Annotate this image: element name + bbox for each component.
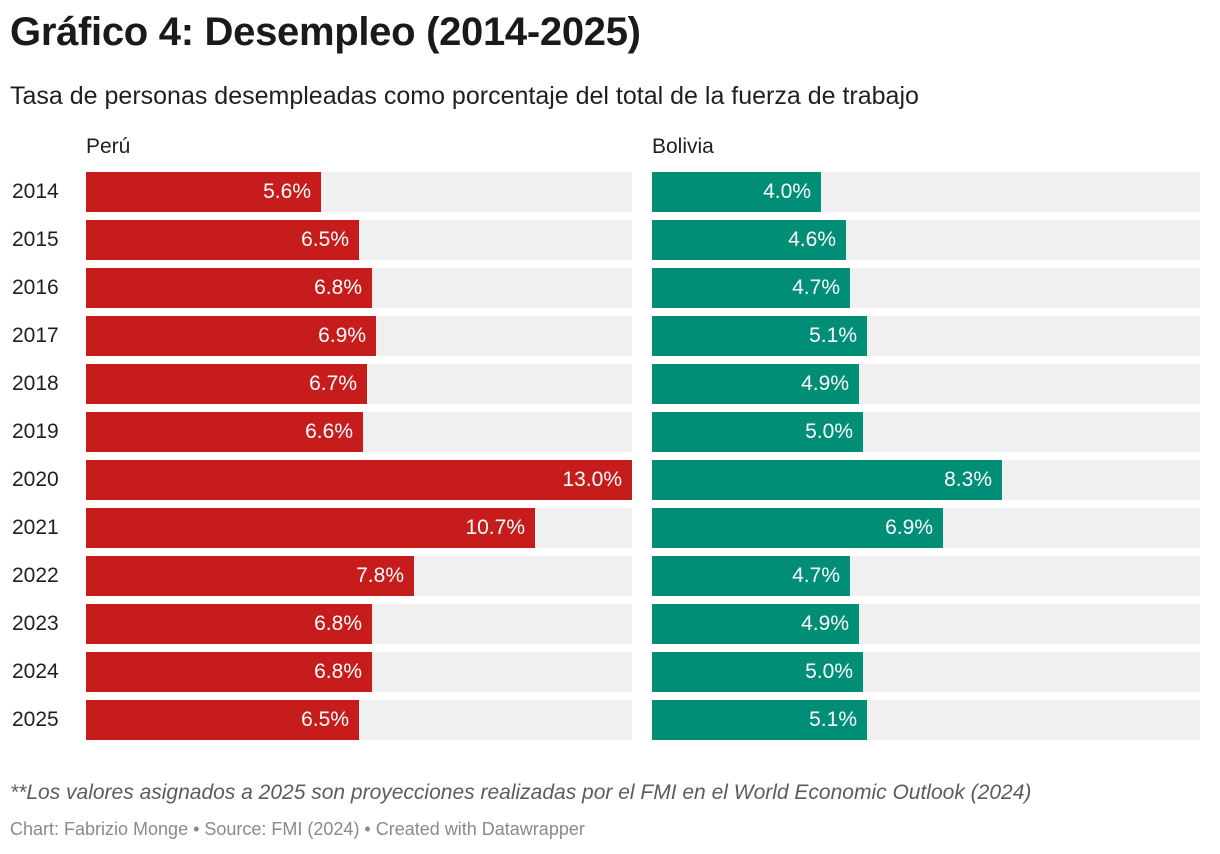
bar-track-peru-2023: 6.8% xyxy=(86,604,632,644)
bar-track-peru-2025: 6.5% xyxy=(86,700,632,740)
bar-peru-2021 xyxy=(86,508,535,548)
value-label-bolivia-2014: 4.0% xyxy=(763,180,811,203)
bar-track-peru-2014: 5.6% xyxy=(86,172,632,212)
bar-bolivia-2019 xyxy=(652,412,863,452)
chart-subtitle: Tasa de personas desempleadas como porce… xyxy=(10,82,919,110)
bar-peru-2015 xyxy=(86,220,359,260)
value-label-peru-2022: 7.8% xyxy=(356,564,404,587)
bar-bolivia-2016 xyxy=(652,268,850,308)
source-footer: Chart: Fabrizio Monge • Source: FMI (202… xyxy=(10,819,585,839)
bar-bolivia-2017 xyxy=(652,316,867,356)
bar-track-bolivia-2016: 4.7% xyxy=(652,268,1200,308)
bar-track-bolivia-2014: 4.0% xyxy=(652,172,1200,212)
value-label-bolivia-2016: 4.7% xyxy=(792,276,840,299)
value-label-peru-2015: 6.5% xyxy=(301,228,349,251)
bar-track-peru-2015: 6.5% xyxy=(86,220,632,260)
bar-peru-2022 xyxy=(86,556,414,596)
bar-track-bolivia-2015: 4.6% xyxy=(652,220,1200,260)
bar-peru-2014 xyxy=(86,172,321,212)
bar-peru-2025 xyxy=(86,700,359,740)
bar-bolivia-2020 xyxy=(652,460,1002,500)
bar-track-peru-2021: 10.7% xyxy=(86,508,632,548)
year-label-2023: 2023 xyxy=(12,612,59,635)
bar-bolivia-2021 xyxy=(652,508,943,548)
bar-peru-2020 xyxy=(86,460,632,500)
bar-peru-2018 xyxy=(86,364,367,404)
value-label-bolivia-2022: 4.7% xyxy=(792,564,840,587)
bar-track-peru-2020: 13.0% xyxy=(86,460,632,500)
bar-peru-2023 xyxy=(86,604,372,644)
bar-bolivia-2015 xyxy=(652,220,846,260)
bar-track-bolivia-2021: 6.9% xyxy=(652,508,1200,548)
bar-bolivia-2023 xyxy=(652,604,859,644)
bar-track-peru-2019: 6.6% xyxy=(86,412,632,452)
bar-bolivia-2024 xyxy=(652,652,863,692)
bar-track-bolivia-2017: 5.1% xyxy=(652,316,1200,356)
year-label-2015: 2015 xyxy=(12,228,59,251)
bar-track-bolivia-2019: 5.0% xyxy=(652,412,1200,452)
value-label-bolivia-2019: 5.0% xyxy=(805,420,853,443)
year-label-2024: 2024 xyxy=(12,660,59,683)
bar-track-peru-2017: 6.9% xyxy=(86,316,632,356)
value-label-bolivia-2025: 5.1% xyxy=(809,708,857,731)
year-label-2019: 2019 xyxy=(12,420,59,443)
bar-track-bolivia-2024: 5.0% xyxy=(652,652,1200,692)
value-label-peru-2018: 6.7% xyxy=(309,372,357,395)
value-label-bolivia-2023: 4.9% xyxy=(801,612,849,635)
bar-track-peru-2022: 7.8% xyxy=(86,556,632,596)
year-label-2020: 2020 xyxy=(12,468,59,491)
bar-track-bolivia-2023: 4.9% xyxy=(652,604,1200,644)
value-label-peru-2020: 13.0% xyxy=(562,468,622,491)
panel-label-bolivia: Bolivia xyxy=(652,135,714,158)
year-label-2016: 2016 xyxy=(12,276,59,299)
value-label-peru-2023: 6.8% xyxy=(314,612,362,635)
bar-peru-2024 xyxy=(86,652,372,692)
value-label-bolivia-2018: 4.9% xyxy=(801,372,849,395)
bar-bolivia-2022 xyxy=(652,556,850,596)
bar-peru-2019 xyxy=(86,412,363,452)
value-label-peru-2017: 6.9% xyxy=(318,324,366,347)
bar-bolivia-2014 xyxy=(652,172,821,212)
year-label-2014: 2014 xyxy=(12,180,59,203)
year-label-2022: 2022 xyxy=(12,564,59,587)
value-label-peru-2025: 6.5% xyxy=(301,708,349,731)
bar-track-bolivia-2020: 8.3% xyxy=(652,460,1200,500)
bar-track-bolivia-2022: 4.7% xyxy=(652,556,1200,596)
value-label-bolivia-2017: 5.1% xyxy=(809,324,857,347)
bar-track-peru-2018: 6.7% xyxy=(86,364,632,404)
year-label-2021: 2021 xyxy=(12,516,59,539)
value-label-peru-2014: 5.6% xyxy=(263,180,311,203)
value-label-peru-2021: 10.7% xyxy=(465,516,525,539)
value-label-peru-2019: 6.6% xyxy=(305,420,353,443)
panel-label-peru: Perú xyxy=(86,135,131,158)
bar-track-peru-2024: 6.8% xyxy=(86,652,632,692)
value-label-bolivia-2024: 5.0% xyxy=(805,660,853,683)
value-label-bolivia-2020: 8.3% xyxy=(944,468,992,491)
bar-peru-2017 xyxy=(86,316,376,356)
year-label-2025: 2025 xyxy=(12,708,59,731)
value-label-bolivia-2021: 6.9% xyxy=(885,516,933,539)
bar-track-bolivia-2018: 4.9% xyxy=(652,364,1200,404)
bar-bolivia-2025 xyxy=(652,700,867,740)
year-label-2018: 2018 xyxy=(12,372,59,395)
bar-peru-2016 xyxy=(86,268,372,308)
bar-track-bolivia-2025: 5.1% xyxy=(652,700,1200,740)
projection-note: **Los valores asignados a 2025 son proye… xyxy=(10,781,1032,804)
chart-title: Gráfico 4: Desempleo (2014-2025) xyxy=(10,10,641,54)
value-label-bolivia-2015: 4.6% xyxy=(788,228,836,251)
year-label-2017: 2017 xyxy=(12,324,59,347)
bar-track-peru-2016: 6.8% xyxy=(86,268,632,308)
value-label-peru-2024: 6.8% xyxy=(314,660,362,683)
value-label-peru-2016: 6.8% xyxy=(314,276,362,299)
bar-bolivia-2018 xyxy=(652,364,859,404)
